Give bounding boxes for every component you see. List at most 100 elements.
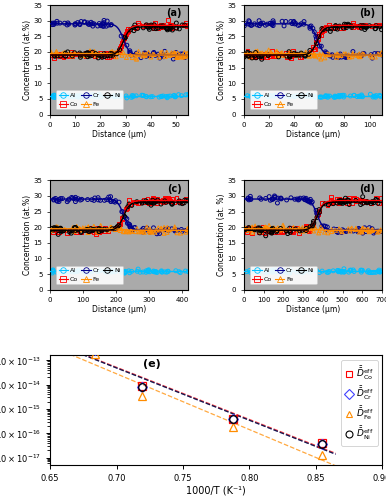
Point	[69, 50, 75, 58]
Point	[52, 91, 58, 99]
Point	[114, 92, 120, 100]
Point	[72, 49, 78, 57]
Point	[305, 225, 311, 233]
Point	[250, 50, 256, 58]
Point	[366, 22, 372, 30]
Point	[256, 22, 262, 30]
Point	[149, 228, 155, 235]
Point	[244, 228, 250, 235]
Point	[258, 226, 264, 234]
Point	[310, 220, 317, 228]
Point	[262, 194, 269, 202]
Point	[318, 55, 324, 63]
Point	[283, 49, 289, 57]
Point	[372, 24, 379, 32]
Point	[165, 268, 171, 276]
Point	[96, 224, 102, 232]
Point	[123, 92, 129, 100]
Point	[77, 52, 83, 60]
Point	[342, 198, 348, 206]
Point	[347, 227, 353, 235]
Point	[95, 50, 102, 58]
Point	[307, 49, 313, 57]
Point	[106, 226, 112, 234]
Point	[247, 225, 253, 233]
Point	[78, 18, 84, 25]
Point	[316, 53, 322, 61]
Point	[165, 225, 171, 233]
Point	[179, 200, 185, 207]
Point	[154, 198, 160, 206]
Point	[96, 52, 102, 60]
Point	[371, 92, 378, 100]
Point	[135, 48, 142, 56]
Point	[313, 266, 319, 274]
Point	[319, 267, 325, 275]
Point	[317, 226, 323, 234]
Point	[81, 268, 87, 276]
Point	[152, 268, 158, 276]
Point	[258, 226, 264, 234]
Point	[296, 21, 303, 29]
Point	[314, 209, 320, 217]
Point	[157, 230, 163, 237]
Point	[367, 199, 374, 207]
Point	[356, 224, 362, 232]
Point	[269, 225, 275, 233]
Point	[279, 18, 285, 25]
Point	[124, 227, 130, 235]
Point	[242, 226, 249, 234]
Point	[325, 268, 331, 276]
Point	[115, 222, 122, 230]
Point	[135, 265, 141, 273]
Point	[315, 210, 321, 218]
Point	[153, 24, 159, 32]
Point	[244, 48, 251, 56]
Point	[56, 50, 62, 58]
Point	[69, 226, 75, 234]
Point	[296, 196, 302, 203]
Point	[278, 226, 284, 234]
Point	[60, 54, 66, 62]
Point	[291, 50, 298, 58]
Point	[334, 53, 340, 61]
Point	[359, 266, 366, 274]
Point	[147, 227, 153, 235]
Point	[142, 52, 148, 60]
Point	[279, 225, 285, 233]
Point	[127, 269, 133, 277]
Point	[84, 49, 90, 57]
Point	[103, 48, 109, 56]
Point	[121, 34, 127, 42]
Point	[159, 197, 165, 205]
Point	[297, 194, 303, 202]
Point	[308, 22, 314, 30]
Point	[376, 200, 382, 207]
Point	[346, 200, 352, 208]
Point	[65, 91, 71, 99]
Point	[257, 224, 263, 232]
Point	[360, 229, 366, 237]
Point	[303, 226, 309, 234]
Point	[319, 222, 325, 230]
Point	[308, 199, 315, 207]
Point	[140, 92, 146, 100]
Point	[74, 268, 81, 276]
Point	[132, 224, 138, 232]
Point	[300, 224, 306, 232]
Point	[119, 39, 125, 47]
Point	[88, 268, 94, 276]
Point	[69, 52, 75, 60]
Point	[73, 195, 79, 203]
Point	[65, 92, 71, 100]
Point	[65, 19, 71, 27]
Point	[108, 197, 114, 205]
Point	[59, 228, 65, 235]
Point	[173, 19, 179, 27]
Point	[291, 18, 297, 25]
Point	[178, 92, 185, 100]
Point	[242, 20, 248, 28]
Point	[49, 224, 56, 232]
Point	[148, 93, 154, 101]
Point	[311, 52, 317, 60]
